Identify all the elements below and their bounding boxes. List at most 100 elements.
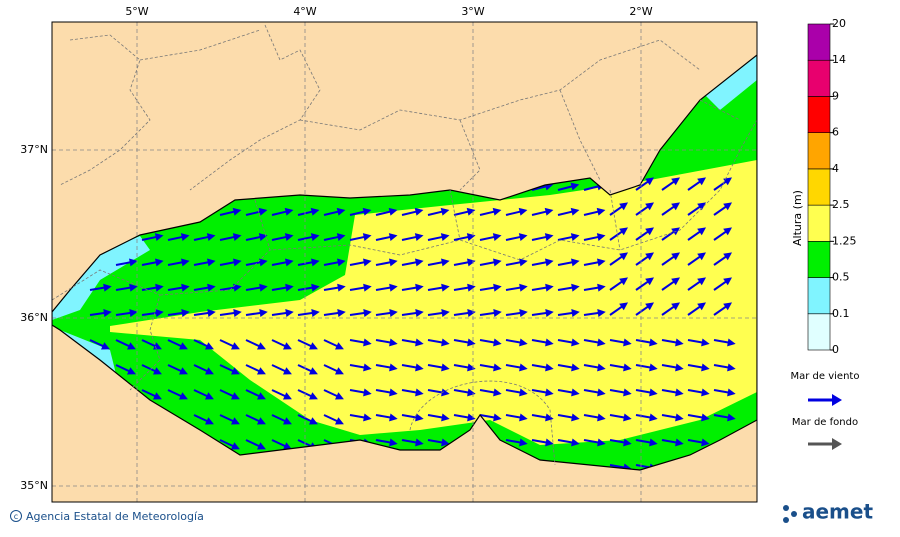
wave-arrow <box>453 413 476 422</box>
arrow-shaft <box>453 389 470 394</box>
arrow-shaft <box>375 210 392 216</box>
arrow-head <box>440 207 450 216</box>
arrow-head <box>493 338 502 347</box>
wave-arrow <box>583 388 606 397</box>
arrow-shaft <box>609 305 624 316</box>
arrow-shaft <box>609 255 624 266</box>
arrow-head <box>207 283 216 292</box>
arrow-head <box>362 233 372 242</box>
arrow-shaft <box>557 439 574 444</box>
arrow-head <box>467 309 476 317</box>
wave-arrow <box>375 283 398 292</box>
colorbar-segment <box>807 96 831 133</box>
wave-arrow <box>609 202 629 216</box>
arrow-shaft <box>375 414 392 419</box>
arrow-head <box>389 438 398 447</box>
arrow-shaft <box>349 389 366 394</box>
wave-arrow <box>687 388 710 397</box>
wave-arrow <box>401 258 424 267</box>
arrow-head <box>178 367 188 375</box>
arrow-shaft <box>401 339 418 344</box>
wave-arrow <box>115 258 138 267</box>
arrow-shaft <box>219 364 235 373</box>
arrow-head <box>671 177 681 186</box>
arrow-head <box>204 367 214 375</box>
arrow-head <box>493 309 502 317</box>
arrow-shaft <box>583 364 600 369</box>
arrow-head <box>285 258 294 267</box>
wave-arrow <box>531 283 554 292</box>
arrow-head <box>282 367 292 375</box>
arrow-shaft <box>219 235 236 241</box>
wave-arrow <box>271 207 294 216</box>
arrow-head <box>441 363 450 372</box>
arrow-head <box>441 388 450 397</box>
arrow-head <box>571 388 580 397</box>
arrow-head <box>126 342 136 350</box>
wave-arrow <box>609 252 629 266</box>
arrow-head <box>152 392 162 400</box>
arrow-shaft <box>635 180 650 191</box>
wave-arrow <box>453 283 476 292</box>
arrow-head <box>284 233 294 242</box>
arrow-head <box>727 338 736 347</box>
arrow-shaft <box>453 235 470 241</box>
arrow-head <box>493 388 502 397</box>
wave-arrow <box>557 438 580 447</box>
arrow-head <box>727 413 736 422</box>
wave-arrow <box>427 207 450 216</box>
arrow-head <box>181 258 190 267</box>
arrow-head <box>204 342 214 350</box>
wave-arrow <box>297 283 320 292</box>
arrow-head <box>230 342 240 350</box>
arrow-head <box>671 302 681 311</box>
arrow-shaft <box>557 210 574 216</box>
arrow-shaft <box>167 339 183 348</box>
wave-arrows <box>89 177 736 470</box>
arrow-shaft <box>193 261 210 266</box>
wave-arrow <box>557 283 580 292</box>
arrow-shaft <box>557 185 574 191</box>
arrow-head <box>103 283 112 292</box>
arrow-shaft <box>271 339 287 348</box>
arrow-head <box>493 258 502 267</box>
arrow-head <box>697 302 707 311</box>
arrow-head <box>675 413 684 422</box>
wave-arrow <box>453 207 476 216</box>
wave-arrow <box>479 413 502 422</box>
arrow-head <box>152 367 162 375</box>
arrow-head <box>337 258 346 267</box>
arrow-shaft <box>661 414 678 419</box>
wave-arrow <box>687 302 707 316</box>
arrow-head <box>415 309 424 317</box>
wave-arrow <box>141 258 164 267</box>
wave-arrow <box>661 177 681 191</box>
arrow-head <box>334 417 344 425</box>
arrow-head <box>545 338 554 347</box>
wave-arrow <box>401 283 424 292</box>
arrow-shaft <box>219 414 235 423</box>
wave-arrow <box>635 438 658 447</box>
arrow-shaft <box>453 261 470 266</box>
wave-arrow <box>661 438 684 447</box>
arrow-head <box>671 252 681 261</box>
arrow-shaft <box>531 339 548 344</box>
arrow-head <box>334 367 344 375</box>
wave-arrow <box>401 338 424 347</box>
wave-arrow <box>167 309 190 317</box>
arrow-shaft <box>453 286 470 291</box>
colorbar-segment <box>807 313 831 351</box>
wave-arrow <box>271 309 294 317</box>
wave-arrow <box>349 258 372 267</box>
arrow-head <box>311 258 320 267</box>
wave-arrow <box>375 363 398 372</box>
wave-arrow <box>297 233 320 242</box>
arrow-head <box>389 309 398 317</box>
wave-arrow <box>349 207 372 216</box>
arrow-shaft <box>141 364 157 373</box>
wave-arrow <box>505 207 528 216</box>
arrow-shaft <box>687 180 702 191</box>
arrow-head <box>389 258 398 267</box>
wave-arrow <box>89 283 112 292</box>
arrow-head <box>100 342 110 350</box>
